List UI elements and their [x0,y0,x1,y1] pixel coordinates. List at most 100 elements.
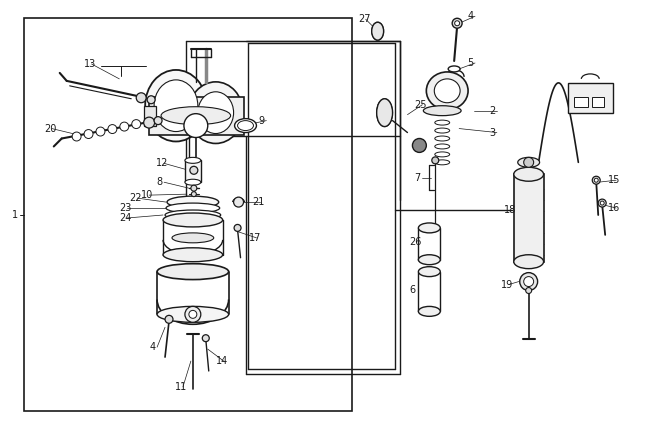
Circle shape [520,273,538,291]
Ellipse shape [514,167,543,181]
Circle shape [592,176,600,184]
Circle shape [120,122,129,131]
Ellipse shape [235,119,257,132]
Ellipse shape [163,213,223,227]
Circle shape [185,307,201,322]
Text: 4: 4 [467,11,473,22]
Text: 12: 12 [156,158,168,168]
Text: 9: 9 [259,116,265,126]
Text: 20: 20 [44,123,56,134]
Circle shape [233,197,244,207]
Text: 15: 15 [608,175,621,185]
Ellipse shape [161,107,231,125]
Circle shape [108,125,117,134]
Circle shape [524,276,534,286]
Ellipse shape [435,152,450,157]
Ellipse shape [426,72,468,110]
Circle shape [136,93,146,103]
Bar [592,97,604,107]
Circle shape [202,335,209,342]
Circle shape [526,288,532,294]
Ellipse shape [185,157,201,163]
Ellipse shape [198,92,233,134]
Ellipse shape [423,106,461,116]
Circle shape [189,310,197,318]
Circle shape [454,21,460,26]
Circle shape [234,224,241,231]
Ellipse shape [163,248,223,262]
Text: 26: 26 [410,237,422,247]
Circle shape [165,315,173,323]
Circle shape [144,117,155,128]
Text: 19: 19 [501,280,513,289]
Ellipse shape [435,128,450,133]
Circle shape [190,166,198,174]
Ellipse shape [188,82,243,144]
Text: 16: 16 [608,203,620,213]
Ellipse shape [145,70,207,141]
Text: 7: 7 [415,173,421,183]
Text: 18: 18 [504,205,516,215]
Text: 11: 11 [175,382,187,392]
Ellipse shape [419,255,440,265]
Circle shape [96,127,105,136]
Bar [568,83,613,113]
Text: 24: 24 [120,213,132,223]
Circle shape [432,157,439,164]
Bar [24,18,352,411]
Ellipse shape [435,160,450,165]
Ellipse shape [419,267,440,276]
Circle shape [600,201,604,205]
Ellipse shape [518,157,540,167]
Text: 2: 2 [489,106,495,116]
Bar [575,97,588,107]
Ellipse shape [372,22,383,40]
Text: 23: 23 [120,203,132,213]
Ellipse shape [157,264,229,280]
Ellipse shape [419,223,440,233]
Text: 21: 21 [252,197,265,207]
Circle shape [154,117,162,125]
Text: 27: 27 [358,14,370,24]
Circle shape [452,18,462,28]
Text: 3: 3 [489,128,495,138]
Text: 4: 4 [149,342,155,352]
Text: 17: 17 [248,233,261,243]
Circle shape [594,178,598,182]
Ellipse shape [419,307,440,316]
Bar [144,106,156,126]
Ellipse shape [514,255,543,269]
Circle shape [191,192,196,197]
Ellipse shape [435,144,450,149]
Text: 1: 1 [12,210,18,220]
Ellipse shape [435,136,450,141]
Circle shape [184,114,208,138]
Ellipse shape [154,80,198,132]
Text: 5: 5 [467,58,473,68]
Circle shape [524,157,534,167]
Circle shape [147,96,155,104]
Bar [149,97,244,135]
Circle shape [72,132,81,141]
Ellipse shape [434,79,460,103]
Circle shape [132,120,140,129]
Text: 14: 14 [216,356,228,366]
Circle shape [413,138,426,152]
Bar [185,160,201,182]
Text: 8: 8 [156,177,162,187]
Ellipse shape [448,66,460,72]
Ellipse shape [435,120,450,125]
Ellipse shape [167,196,218,208]
Ellipse shape [157,307,229,322]
Circle shape [598,199,606,207]
Circle shape [191,185,197,191]
Text: 25: 25 [415,100,427,110]
Text: 22: 22 [129,193,142,203]
Ellipse shape [166,203,220,213]
Bar [514,174,543,262]
Text: 13: 13 [84,59,96,69]
Ellipse shape [237,120,254,131]
Text: 10: 10 [141,190,153,200]
Ellipse shape [185,179,201,185]
Circle shape [84,129,93,138]
